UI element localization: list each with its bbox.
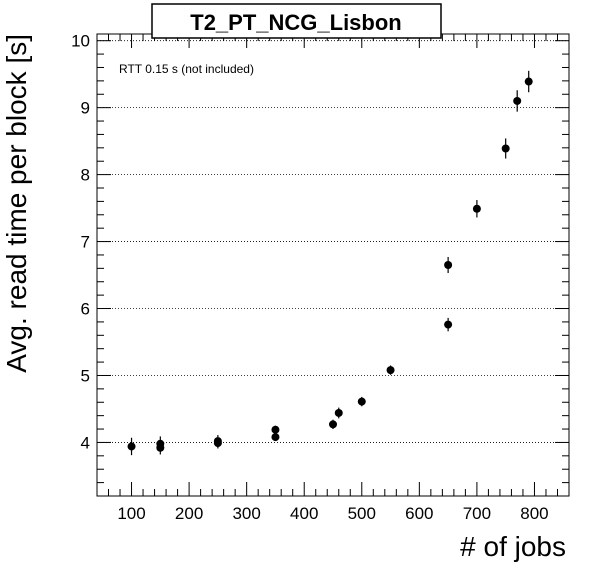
y-tick-label: 5 [81,366,90,385]
data-point [156,443,165,452]
data-point [357,397,366,406]
data-point [334,408,343,417]
y-axis-title: Avg. read time per block [s] [1,34,32,373]
data-point [444,320,453,329]
data-point [524,77,533,86]
annotation: RTT 0.15 s (not included) [119,62,254,76]
y-tick-label: 6 [81,300,90,319]
x-tick-label: 700 [463,504,491,523]
data-point [213,439,222,448]
x-axis-ticks: 100 200 300 400 500 600 700 800 [96,34,570,523]
y-axis-ticks: 4 5 6 7 8 9 10 [71,32,569,497]
data-point [329,420,337,429]
data-point [513,96,522,105]
y-tick-label: 10 [71,32,90,51]
title-box [151,3,442,39]
y-tick-label: 4 [81,433,90,452]
data-point [386,366,395,375]
x-tick-label: 200 [175,504,203,523]
x-tick-label: 100 [117,504,145,523]
data-point [444,261,453,269]
x-axis-title: # of jobs [460,531,566,562]
chart-title: T2_PT_NCG_Lisbon [190,10,401,35]
data-point [127,442,136,451]
plot-frame [96,33,570,497]
y-tick-label: 8 [81,166,90,185]
data-point [271,425,280,434]
x-tick-label: 300 [232,504,260,523]
y-tick-label: 9 [81,99,90,118]
data-point [501,144,510,153]
x-tick-label: 600 [405,504,433,523]
x-tick-label: 400 [290,504,318,523]
grid-lines [97,40,569,443]
x-tick-label: 500 [348,504,376,523]
data-point [271,433,280,442]
x-tick-label: 800 [520,504,548,523]
data-point [472,204,481,213]
y-tick-label: 7 [81,233,90,252]
data-points [127,70,533,456]
